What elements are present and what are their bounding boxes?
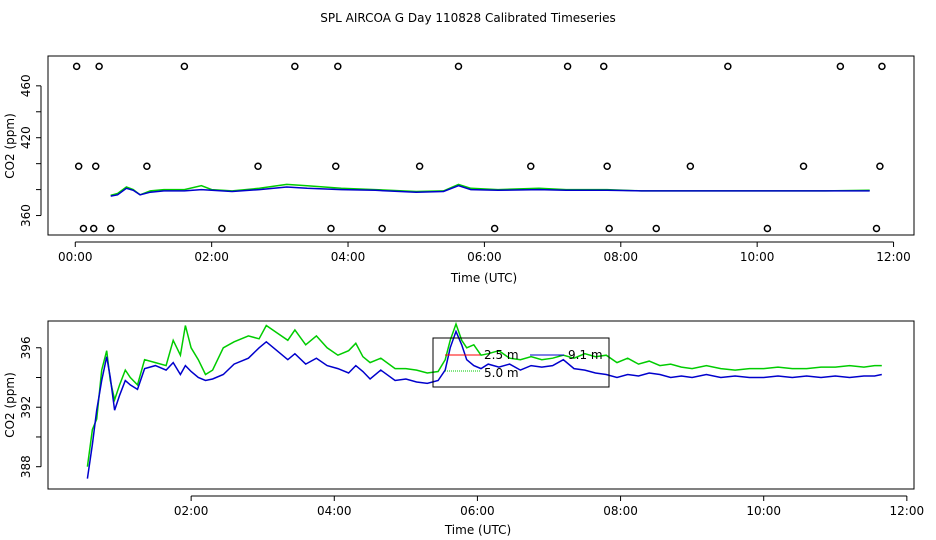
calibration-point	[378, 224, 386, 233]
legend: 2.5 m 9.1 m 5.0 m	[432, 337, 610, 388]
calibration-point	[599, 62, 608, 71]
top-y-axis: 360 420 460	[19, 74, 42, 227]
bottom-y-axis-label: CO2 (ppm)	[3, 372, 17, 438]
x-tick-label: 06:00	[460, 504, 495, 518]
calibration-point	[876, 162, 884, 171]
x-tick-label: 02:00	[174, 504, 209, 518]
series-line-5-0-m	[86, 321, 882, 467]
calibration-point	[454, 62, 463, 71]
x-tick-label: 12:00	[876, 250, 911, 264]
bottom-panel: 02:00 04:00 06:00 08:00 10:00 12:00 388 392 396…	[3, 320, 925, 537]
x-tick-label: 12:00	[890, 504, 925, 518]
bottom-x-axis-label: Time (UTC)	[444, 523, 511, 537]
calibration-point	[415, 162, 424, 171]
x-tick-label: 06:00	[467, 250, 502, 264]
calibration-point	[490, 224, 499, 233]
calibration-point	[180, 62, 189, 71]
calibration-point	[878, 62, 886, 71]
calibration-point	[327, 224, 335, 233]
calibration-point	[603, 162, 611, 171]
legend-label-2-5m: 2.5 m	[484, 348, 519, 362]
calibration-point	[799, 162, 808, 171]
bottom-y-axis: 388 392 396	[19, 336, 42, 478]
calibration-point	[836, 62, 845, 71]
bottom-x-axis: 02:00 04:00 06:00 08:00 10:00 12:00	[174, 495, 925, 518]
y-tick-label: 420	[19, 126, 33, 149]
top-x-axis-label: Time (UTC)	[450, 271, 517, 285]
calibration-point	[605, 224, 613, 233]
calibration-point	[686, 162, 695, 171]
calibration-point	[91, 162, 100, 171]
top-panel: 00:00 02:00 04:00 06:00 08:00 10:00 12:00 360 4…	[3, 55, 915, 285]
calibration-point	[106, 224, 115, 233]
calibration-point	[332, 162, 340, 171]
x-tick-label: 10:00	[740, 250, 775, 264]
top-series-layer	[110, 183, 870, 197]
series-line-1	[110, 184, 870, 197]
top-calibration-points	[72, 62, 886, 233]
calibration-point	[95, 62, 103, 71]
figure-title: SPL AIRCOA G Day 110828 Calibrated Times…	[320, 11, 615, 25]
calibration-point	[763, 224, 772, 233]
legend-box	[432, 337, 610, 388]
calibration-point	[527, 162, 535, 171]
x-tick-label: 02:00	[194, 250, 229, 264]
y-tick-label: 388	[19, 455, 33, 478]
calibration-point	[334, 62, 342, 71]
calibration-point	[79, 224, 88, 233]
x-tick-label: 08:00	[603, 250, 638, 264]
calibration-point	[563, 62, 572, 71]
calibration-point	[254, 162, 262, 171]
y-tick-label: 396	[19, 336, 33, 359]
top-plot-frame	[47, 55, 915, 236]
calibration-point	[291, 62, 299, 71]
calibration-point	[218, 224, 226, 233]
y-tick-label: 460	[19, 74, 33, 97]
legend-label-9-1m: 9.1 m	[568, 348, 603, 362]
top-y-axis-label: CO2 (ppm)	[3, 113, 17, 179]
calibration-point	[652, 224, 660, 233]
legend-label-5-0m: 5.0 m	[484, 366, 519, 380]
calibration-point	[724, 62, 732, 71]
x-tick-label: 10:00	[746, 504, 781, 518]
x-tick-label: 04:00	[317, 504, 352, 518]
calibration-point	[89, 224, 98, 233]
top-x-axis: 00:00 02:00 04:00 06:00 08:00 10:00 12:00	[58, 241, 911, 264]
calibration-point	[74, 162, 83, 171]
y-tick-label: 360	[19, 204, 33, 227]
calibration-point	[872, 224, 881, 233]
bottom-plot-frame	[47, 320, 915, 490]
x-tick-label: 04:00	[331, 250, 366, 264]
y-tick-label: 392	[19, 396, 33, 419]
calibration-point	[143, 162, 151, 171]
x-tick-label: 08:00	[603, 504, 638, 518]
calibration-point	[72, 62, 81, 71]
x-tick-label: 00:00	[58, 250, 93, 264]
